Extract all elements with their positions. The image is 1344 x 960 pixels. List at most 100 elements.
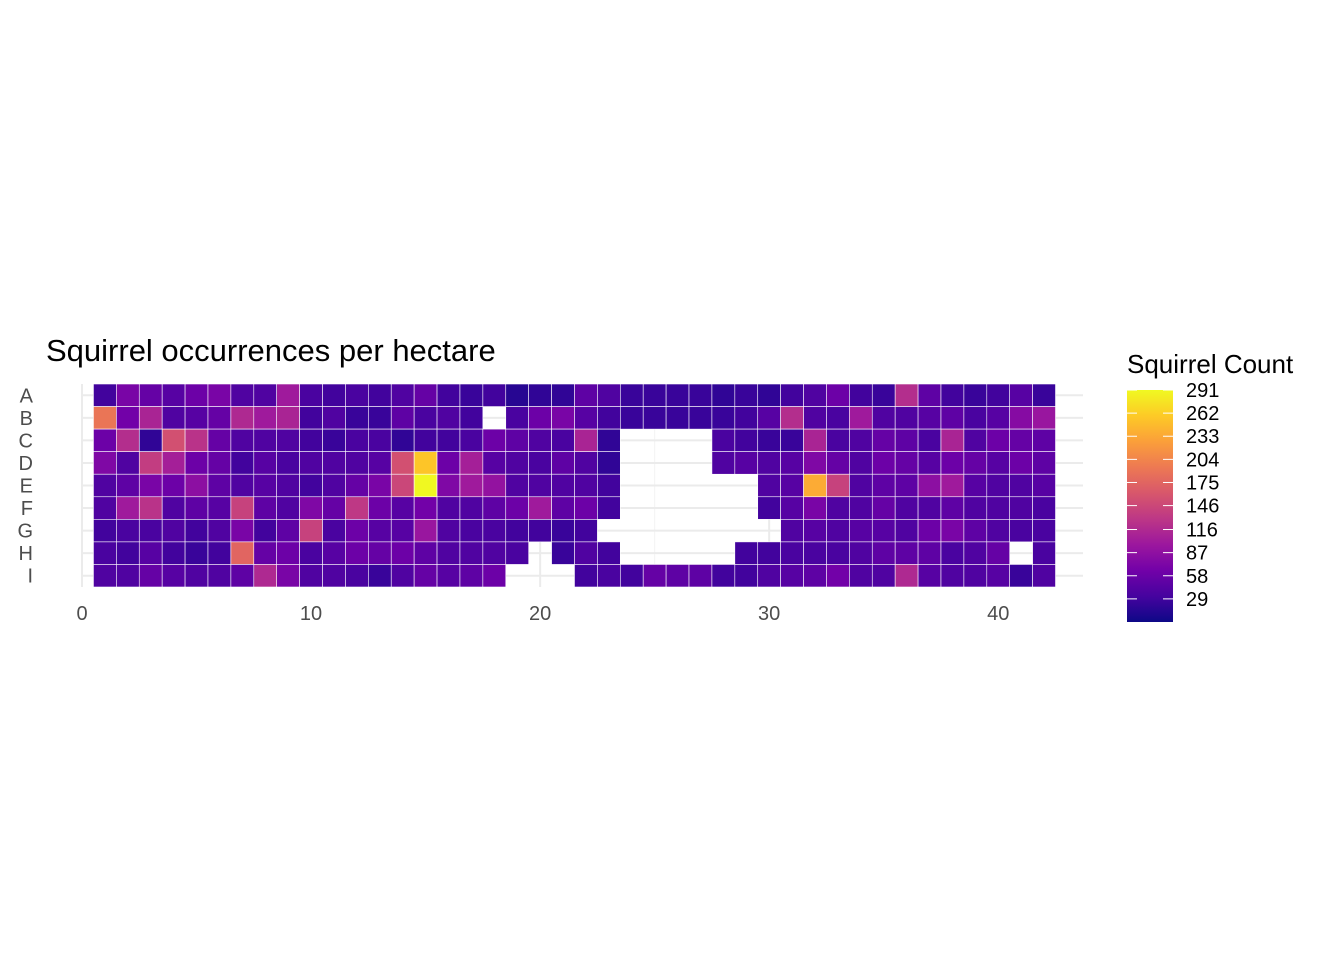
heatmap-cell xyxy=(642,564,667,588)
heatmap-cell xyxy=(505,473,529,498)
heatmap-cell xyxy=(1009,451,1033,475)
heatmap-cell xyxy=(322,473,346,498)
heatmap-cell xyxy=(986,451,1011,475)
heatmap-cell xyxy=(1032,383,1056,407)
heatmap-cell xyxy=(986,541,1011,565)
heatmap-cell xyxy=(780,406,804,430)
heatmap-cell xyxy=(230,519,255,543)
heatmap-cell xyxy=(482,541,507,565)
heatmap-cell xyxy=(597,383,621,407)
heatmap-cell xyxy=(390,496,415,520)
heatmap-cell xyxy=(138,383,163,407)
legend-tick-label: 233 xyxy=(1186,426,1219,448)
heatmap-cell xyxy=(826,496,850,520)
heatmap-cell xyxy=(780,519,804,543)
heatmap-cell xyxy=(871,473,896,498)
heatmap-cell xyxy=(161,564,186,588)
heatmap-cell xyxy=(93,473,117,498)
heatmap-cell xyxy=(803,496,827,520)
heatmap-cell xyxy=(230,428,255,452)
heatmap-cell xyxy=(93,564,117,588)
heatmap-cell xyxy=(368,406,392,430)
heatmap-cell xyxy=(345,541,369,565)
heatmap-cell xyxy=(1032,564,1056,588)
heatmap-cell xyxy=(138,473,163,498)
heatmap-cell xyxy=(299,496,323,520)
heatmap-cell xyxy=(184,383,209,407)
heatmap-cell xyxy=(803,541,827,565)
heatmap-cell xyxy=(849,451,873,475)
heatmap-cell xyxy=(276,428,300,452)
heatmap-cell xyxy=(619,406,644,430)
heatmap-cell xyxy=(322,564,346,588)
heatmap-cell xyxy=(871,541,896,565)
heatmap-cell xyxy=(436,473,461,498)
heatmap-cell xyxy=(368,451,392,475)
heatmap-cell xyxy=(894,383,919,407)
heatmap-cell xyxy=(390,519,415,543)
heatmap-cell xyxy=(413,496,438,520)
heatmap-cell xyxy=(505,541,529,565)
heatmap-cell xyxy=(574,383,598,407)
heatmap-cell xyxy=(688,406,713,430)
heatmap-cell xyxy=(665,564,690,588)
heatmap-cell xyxy=(780,541,804,565)
heatmap-cell xyxy=(871,564,896,588)
heatmap-cell xyxy=(207,519,232,543)
heatmap-cell xyxy=(849,383,873,407)
legend-tick-label: 87 xyxy=(1186,543,1208,565)
heatmap-cell xyxy=(390,564,415,588)
heatmap-cell xyxy=(917,519,942,543)
heatmap-cell xyxy=(276,564,300,588)
heatmap-cell xyxy=(345,519,369,543)
heatmap-cell xyxy=(986,383,1011,407)
heatmap-cell xyxy=(390,473,415,498)
heatmap-cell xyxy=(1009,473,1033,498)
heatmap-cell xyxy=(276,519,300,543)
heatmap-cell xyxy=(757,564,781,588)
heatmap-cell xyxy=(276,383,300,407)
heatmap-cell xyxy=(345,496,369,520)
heatmap-cell xyxy=(299,519,323,543)
heatmap-cell xyxy=(138,451,163,475)
heatmap-cell xyxy=(322,519,346,543)
heatmap-cell xyxy=(322,428,346,452)
heatmap-cell xyxy=(322,541,346,565)
heatmap-cell xyxy=(161,406,186,430)
heatmap-cell xyxy=(574,428,598,452)
heatmap-cell xyxy=(780,473,804,498)
heatmap-cell xyxy=(207,406,232,430)
heatmap-cell xyxy=(368,496,392,520)
heatmap-cell xyxy=(184,564,209,588)
heatmap-cell xyxy=(528,473,552,498)
heatmap-cell xyxy=(963,473,988,498)
heatmap-cell xyxy=(436,519,461,543)
heatmap-cell xyxy=(413,406,438,430)
heatmap-cell xyxy=(184,496,209,520)
heatmap-cell xyxy=(230,473,255,498)
heatmap-cell xyxy=(917,473,942,498)
heatmap-cell xyxy=(803,564,827,588)
heatmap-cell xyxy=(299,428,323,452)
heatmap-cell xyxy=(574,541,598,565)
heatmap-cell xyxy=(803,519,827,543)
heatmap-cell xyxy=(230,383,255,407)
heatmap-cell xyxy=(459,496,484,520)
heatmap-cell xyxy=(345,383,369,407)
heatmap-cell xyxy=(93,451,117,475)
heatmap-cell xyxy=(345,473,369,498)
heatmap-cell xyxy=(871,428,896,452)
heatmap-cell xyxy=(986,428,1011,452)
heatmap-cell xyxy=(253,519,278,543)
heatmap-cell xyxy=(299,564,323,588)
heatmap-cell xyxy=(780,564,804,588)
heatmap-cell xyxy=(161,428,186,452)
x-tick-label: 30 xyxy=(758,603,780,625)
heatmap-cell xyxy=(459,428,484,452)
heatmap-cell xyxy=(459,519,484,543)
heatmap-cell xyxy=(734,406,759,430)
x-tick-label: 0 xyxy=(76,603,87,625)
heatmap-cell xyxy=(1009,496,1033,520)
heatmap-cell xyxy=(1032,519,1056,543)
